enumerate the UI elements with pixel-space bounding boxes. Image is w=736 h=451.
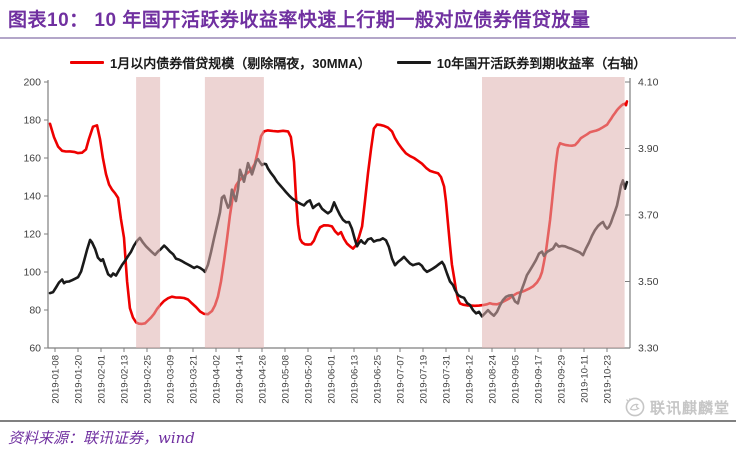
svg-text:2019-06-13: 2019-06-13 — [350, 355, 361, 404]
svg-text:3.50: 3.50 — [638, 276, 659, 288]
svg-text:2019-02-13: 2019-02-13 — [120, 355, 131, 404]
qilin-logo-icon — [625, 397, 645, 417]
svg-text:2019-05-08: 2019-05-08 — [281, 355, 292, 404]
svg-text:2019-09-05: 2019-09-05 — [511, 355, 522, 404]
svg-text:120: 120 — [23, 229, 41, 241]
svg-text:100: 100 — [23, 267, 41, 279]
source-note: 资料来源：联讯证券，wind — [8, 429, 195, 447]
legend-item-cdb-yield: 10年国开活跃券到期收益率（右轴） — [396, 53, 647, 72]
footer-rule — [0, 420, 736, 422]
svg-text:2019-04-02: 2019-04-02 — [212, 355, 223, 404]
svg-text:2019-04-26: 2019-04-26 — [258, 355, 269, 404]
svg-text:2019-09-29: 2019-09-29 — [557, 355, 568, 404]
svg-text:3.90: 3.90 — [638, 143, 659, 155]
legend-line-swatch-black — [396, 61, 431, 64]
svg-text:2019-08-24: 2019-08-24 — [488, 355, 499, 404]
legend-label-cdb-yield: 10年国开活跃券到期收益率（右轴） — [436, 56, 647, 71]
svg-text:2019-02-25: 2019-02-25 — [143, 355, 154, 404]
svg-text:2019-07-07: 2019-07-07 — [396, 355, 407, 404]
svg-text:60: 60 — [29, 343, 41, 355]
svg-text:2019-04-14: 2019-04-14 — [235, 355, 246, 404]
svg-text:3.70: 3.70 — [638, 210, 659, 222]
svg-text:80: 80 — [29, 305, 41, 317]
svg-text:2019-08-12: 2019-08-12 — [465, 355, 476, 404]
svg-text:2019-07-31: 2019-07-31 — [442, 355, 453, 404]
svg-text:2019-09-17: 2019-09-17 — [534, 355, 545, 404]
svg-text:2019-01-08: 2019-01-08 — [51, 355, 62, 404]
svg-text:140: 140 — [23, 191, 41, 203]
chart-legend: 1月以内债券借贷规模（剔除隔夜，30MMA） 10年国开活跃券到期收益率（右轴） — [70, 53, 646, 72]
svg-text:2019-03-09: 2019-03-09 — [166, 355, 177, 404]
svg-text:3.30: 3.30 — [638, 343, 659, 355]
legend-label-bond-borrowing: 1月以内债券借贷规模（剔除隔夜，30MMA） — [110, 56, 371, 71]
svg-text:2019-06-01: 2019-06-01 — [327, 355, 338, 404]
svg-text:2019-06-25: 2019-06-25 — [373, 355, 384, 404]
page-title: 图表10： 10 年国开活跃券收益率快速上行期一般对应债券借贷放量 — [8, 10, 591, 31]
svg-text:2019-03-21: 2019-03-21 — [189, 355, 200, 404]
legend-line-swatch-red — [70, 61, 104, 64]
watermark: 联讯麒麟堂 — [624, 396, 730, 418]
svg-text:2019-07-19: 2019-07-19 — [419, 355, 430, 404]
svg-text:2019-05-20: 2019-05-20 — [304, 355, 315, 404]
svg-text:180: 180 — [23, 115, 41, 127]
svg-text:2019-10-23: 2019-10-23 — [603, 355, 614, 404]
svg-text:2019-01-20: 2019-01-20 — [74, 355, 85, 404]
svg-text:160: 160 — [23, 153, 41, 165]
watermark-text: 联讯麒麟堂 — [649, 399, 730, 417]
svg-text:4.10: 4.10 — [638, 77, 659, 89]
svg-text:2019-02-01: 2019-02-01 — [97, 355, 108, 404]
legend-item-bond-borrowing: 1月以内债券借贷规模（剔除隔夜，30MMA） — [70, 53, 371, 72]
svg-text:200: 200 — [23, 77, 41, 89]
title-rule — [0, 37, 736, 39]
svg-text:2019-10-11: 2019-10-11 — [580, 355, 591, 403]
